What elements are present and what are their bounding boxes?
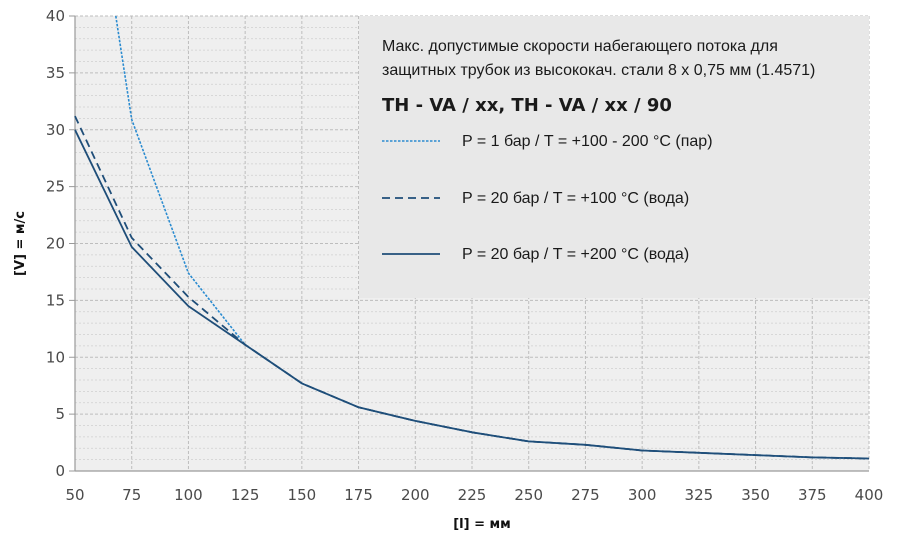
x-tick-label: 175 (344, 486, 373, 504)
x-tick-label: 300 (628, 486, 657, 504)
x-tick-label: 350 (741, 486, 770, 504)
legend-label-2: P = 20 бар / T = +100 °C (вода) (462, 190, 689, 207)
x-tick-label: 400 (855, 486, 884, 504)
legend-label-3: P = 20 бар / T = +200 °C (вода) (462, 246, 689, 263)
y-tick-label: 0 (55, 462, 65, 480)
x-tick-label: 250 (514, 486, 543, 504)
y-tick-label: 5 (55, 405, 65, 423)
legend: Макс. допустимые скорости набегающего по… (382, 38, 815, 263)
y-tick-label: 35 (46, 64, 65, 82)
x-tick-label: 200 (401, 486, 430, 504)
x-tick-label: 125 (231, 486, 260, 504)
legend-subtitle: TH - VA / xx, TH - VA / xx / 90 (382, 95, 672, 116)
y-tick-label: 20 (46, 235, 65, 253)
x-tick-label: 75 (122, 486, 141, 504)
x-tick-label: 50 (65, 486, 84, 504)
series-layer (74, 15, 870, 460)
y-axis-label: [V] = м/с (13, 211, 28, 276)
y-tick-label: 30 (46, 121, 65, 139)
legend-label-1: P = 1 бар / T = +100 - 200 °C (пар) (462, 133, 713, 150)
series-line-3 (74, 129, 870, 460)
tick-labels: 0 5 10 15 20 25 30 35 40 50 75 100 125 150 175 200 225 25… (46, 7, 883, 504)
legend-background (359, 16, 869, 298)
y-tick-label: 25 (46, 178, 65, 196)
x-tick-label: 375 (798, 486, 827, 504)
x-tick-label: 225 (458, 486, 487, 504)
x-tick-label: 325 (685, 486, 714, 504)
y-tick-label: 10 (46, 348, 65, 366)
x-tick-label: 150 (288, 486, 317, 504)
legend-title-line-1: Макс. допустимые скорости набегающего по… (382, 38, 778, 55)
y-tick-label: 15 (46, 291, 65, 309)
x-axis-label: [l] = мм (453, 517, 511, 532)
y-tick-label: 40 (46, 7, 65, 25)
x-tick-label: 275 (571, 486, 600, 504)
legend-title-line-2: защитных трубок из высококач. стали 8 x … (382, 62, 815, 79)
x-tick-label: 100 (174, 486, 203, 504)
